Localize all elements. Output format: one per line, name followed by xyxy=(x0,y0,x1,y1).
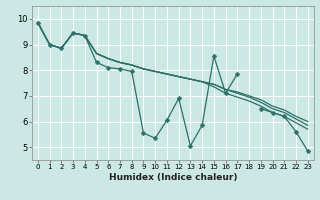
X-axis label: Humidex (Indice chaleur): Humidex (Indice chaleur) xyxy=(108,173,237,182)
